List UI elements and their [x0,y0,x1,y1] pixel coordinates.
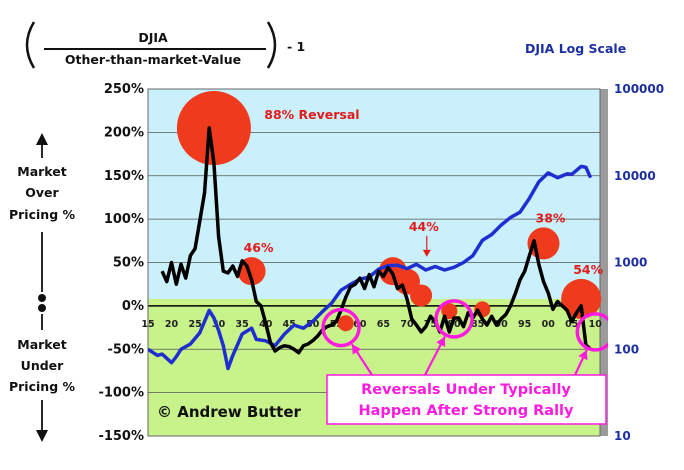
callout-line-1: Reversals Under Typically [361,382,571,398]
under-label-1: Market [17,337,66,352]
y-left-tick-label: 0% [122,299,144,314]
x-tick-label: 80 [447,319,461,330]
plot-frame [147,88,601,437]
x-tick-label: 90 [495,319,509,330]
x-tick-label: 65 [377,319,390,330]
y-left-tick-label: -100% [98,386,144,401]
reversal-bubble [410,284,433,307]
copyright-text: © Andrew Butter [157,403,302,421]
y-left-tick-label: 150% [104,169,144,184]
arrow-label: 44% [409,219,439,234]
annotation-labels: 88% Reversal 46% 38% 54% 44% [244,107,604,277]
reversal-bubble [337,315,354,332]
dot-icon [38,304,46,312]
right-axis-title: DJIA Log Scale [525,41,626,56]
x-tick-label: 95 [518,319,531,330]
y-right-tick-label: 10000 [614,169,656,183]
reversal-ring [434,299,474,339]
reversal-bubble [176,91,251,166]
right-paren-icon [266,21,277,69]
x-tick-label: 20 [165,319,179,330]
y-left-tick-label: 50% [113,256,144,271]
x-tick-label: 10 [589,319,603,330]
over-label-1: Market [17,164,66,179]
x-tick-label: 05 [565,319,578,330]
y-left-tick-label: 100% [104,212,144,227]
bubble-label: 46% [244,240,274,255]
x-tick-label: 55 [330,319,343,330]
bubble-label: 54% [573,262,603,277]
y-left-tick-label: -50% [107,342,144,357]
under-label-3: Pricing % [9,379,76,394]
x-tick-label: 00 [542,319,556,330]
y-left-tick-label: 250% [104,82,144,97]
reversal-ring [321,307,361,348]
y-right-tick-label: 10 [614,429,631,443]
x-tick-label: 85 [471,319,484,330]
callout-box [326,374,607,425]
y-right-tick-label: 100 [614,342,639,356]
y-right-tick-label: 1000 [614,256,647,270]
y-left-tick-label: -150% [98,429,144,444]
up-arrow-icon [36,133,48,145]
left-paren-icon [25,21,36,69]
y-axis-left: 250% 200% 150% 100% 50% 0% -50% -100% -150% [98,82,144,444]
reversal-ring [575,312,608,352]
x-tick-label: 30 [212,319,226,330]
arrowhead-icon [436,336,446,347]
callout-arrows [351,336,588,376]
side-labels: Market Over Pricing % Market Under Prici… [9,133,76,442]
header-formula: DJIA Other-than-market-Value - 1 [25,21,305,69]
over-label-2: Over [25,185,59,200]
formula-suffix: - 1 [287,39,305,54]
x-tick-label: 15 [141,319,154,330]
x-tick-label: 50 [306,319,320,330]
y-axis-right: 100000 10000 1000 100 10 [614,82,664,443]
over-label-3: Pricing % [9,207,76,222]
x-tick-label: 35 [236,319,249,330]
callout-line-2: Happen After Strong Rally [359,403,575,419]
dot-icon [38,294,46,302]
arrowhead-icon [351,344,362,355]
down-arrow-icon [422,249,431,257]
bubble-label: 38% [536,210,566,225]
callout: Reversals Under Typically Happen After S… [326,336,607,425]
x-tick-label: 45 [283,319,296,330]
right-gray-strip [600,89,608,436]
reversal-rings [321,299,608,352]
y-right-tick-label: 100000 [614,82,664,96]
under-label-2: Under [21,358,64,373]
down-arrow-icon [36,430,48,442]
arrowhead-icon [578,349,588,361]
x-tick-label: 25 [188,319,201,330]
formula-denominator: Other-than-market-Value [65,52,241,67]
reversal-bubble [561,278,602,319]
ratio-series-line [160,126,592,355]
y-left-tick-label: 200% [104,125,144,140]
x-tick-label: 75 [424,319,437,330]
x-tick-label: 70 [400,319,414,330]
formula-numerator: DJIA [138,30,168,45]
bubble-label: 88% Reversal [264,107,359,122]
